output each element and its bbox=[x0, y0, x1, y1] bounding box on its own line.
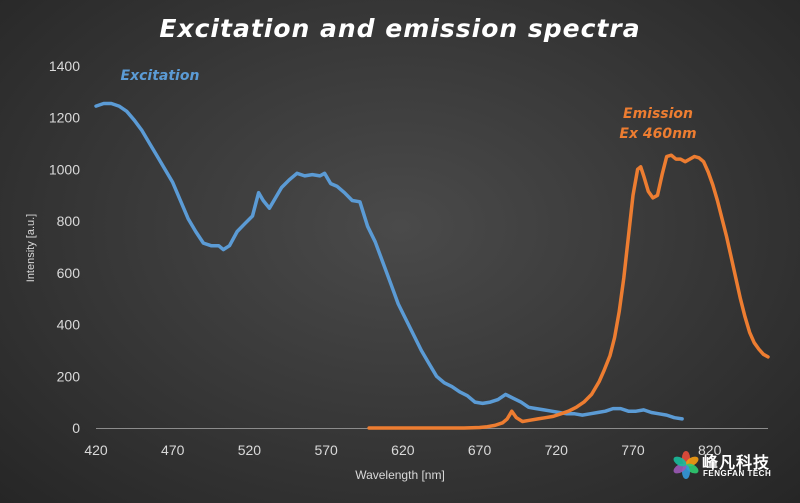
x-tick-label: 620 bbox=[391, 442, 415, 458]
y-tick-label: 600 bbox=[57, 265, 81, 281]
series-label-line: Excitation bbox=[120, 68, 200, 84]
x-tick-label: 720 bbox=[545, 442, 569, 458]
y-tick-label: 1400 bbox=[49, 58, 80, 74]
brand-logo: 峰凡科技 FENGFAN TECH bbox=[672, 447, 792, 487]
x-tick-label: 520 bbox=[238, 442, 262, 458]
series-lines bbox=[94, 101, 770, 430]
y-tick-label: 0 bbox=[72, 420, 80, 436]
series-line-1 bbox=[367, 153, 770, 430]
x-tick-label: 670 bbox=[468, 442, 492, 458]
x-tick-label: 770 bbox=[621, 442, 645, 458]
y-axis-title: Intensity [a.u.] bbox=[25, 213, 37, 283]
series-label-excitation: Excitation bbox=[110, 66, 210, 86]
logo-chinese-text: 峰凡科技 bbox=[702, 455, 771, 472]
y-tick-label: 1000 bbox=[49, 161, 80, 177]
series-line-0 bbox=[94, 101, 684, 421]
x-tick-label: 420 bbox=[84, 442, 108, 458]
series-label-line: Ex 460nm bbox=[619, 126, 697, 142]
x-tick-label: 470 bbox=[161, 442, 185, 458]
x-tick-label: 570 bbox=[314, 442, 338, 458]
y-axis-ticks: 0 200 400 600 800 1000 1200 1400 bbox=[49, 58, 80, 436]
x-axis-ticks: 420 470 520 570 620 670 720 770 820 bbox=[84, 442, 721, 458]
x-tick-label: 820 bbox=[698, 442, 722, 458]
logo-flower-icon bbox=[673, 451, 699, 479]
logo-english-text: FENGFAN TECH bbox=[703, 469, 772, 478]
x-axis-title: Wavelength [nm] bbox=[355, 468, 445, 482]
y-tick-label: 400 bbox=[57, 317, 81, 333]
chart-title: Excitation and emission spectra bbox=[159, 14, 641, 43]
series-label-line: Emission bbox=[623, 106, 693, 122]
y-tick-label: 1200 bbox=[49, 110, 80, 126]
y-tick-label: 200 bbox=[57, 368, 81, 384]
y-tick-label: 800 bbox=[57, 213, 81, 229]
series-label-emission: Emission Ex 460nm bbox=[598, 104, 718, 144]
